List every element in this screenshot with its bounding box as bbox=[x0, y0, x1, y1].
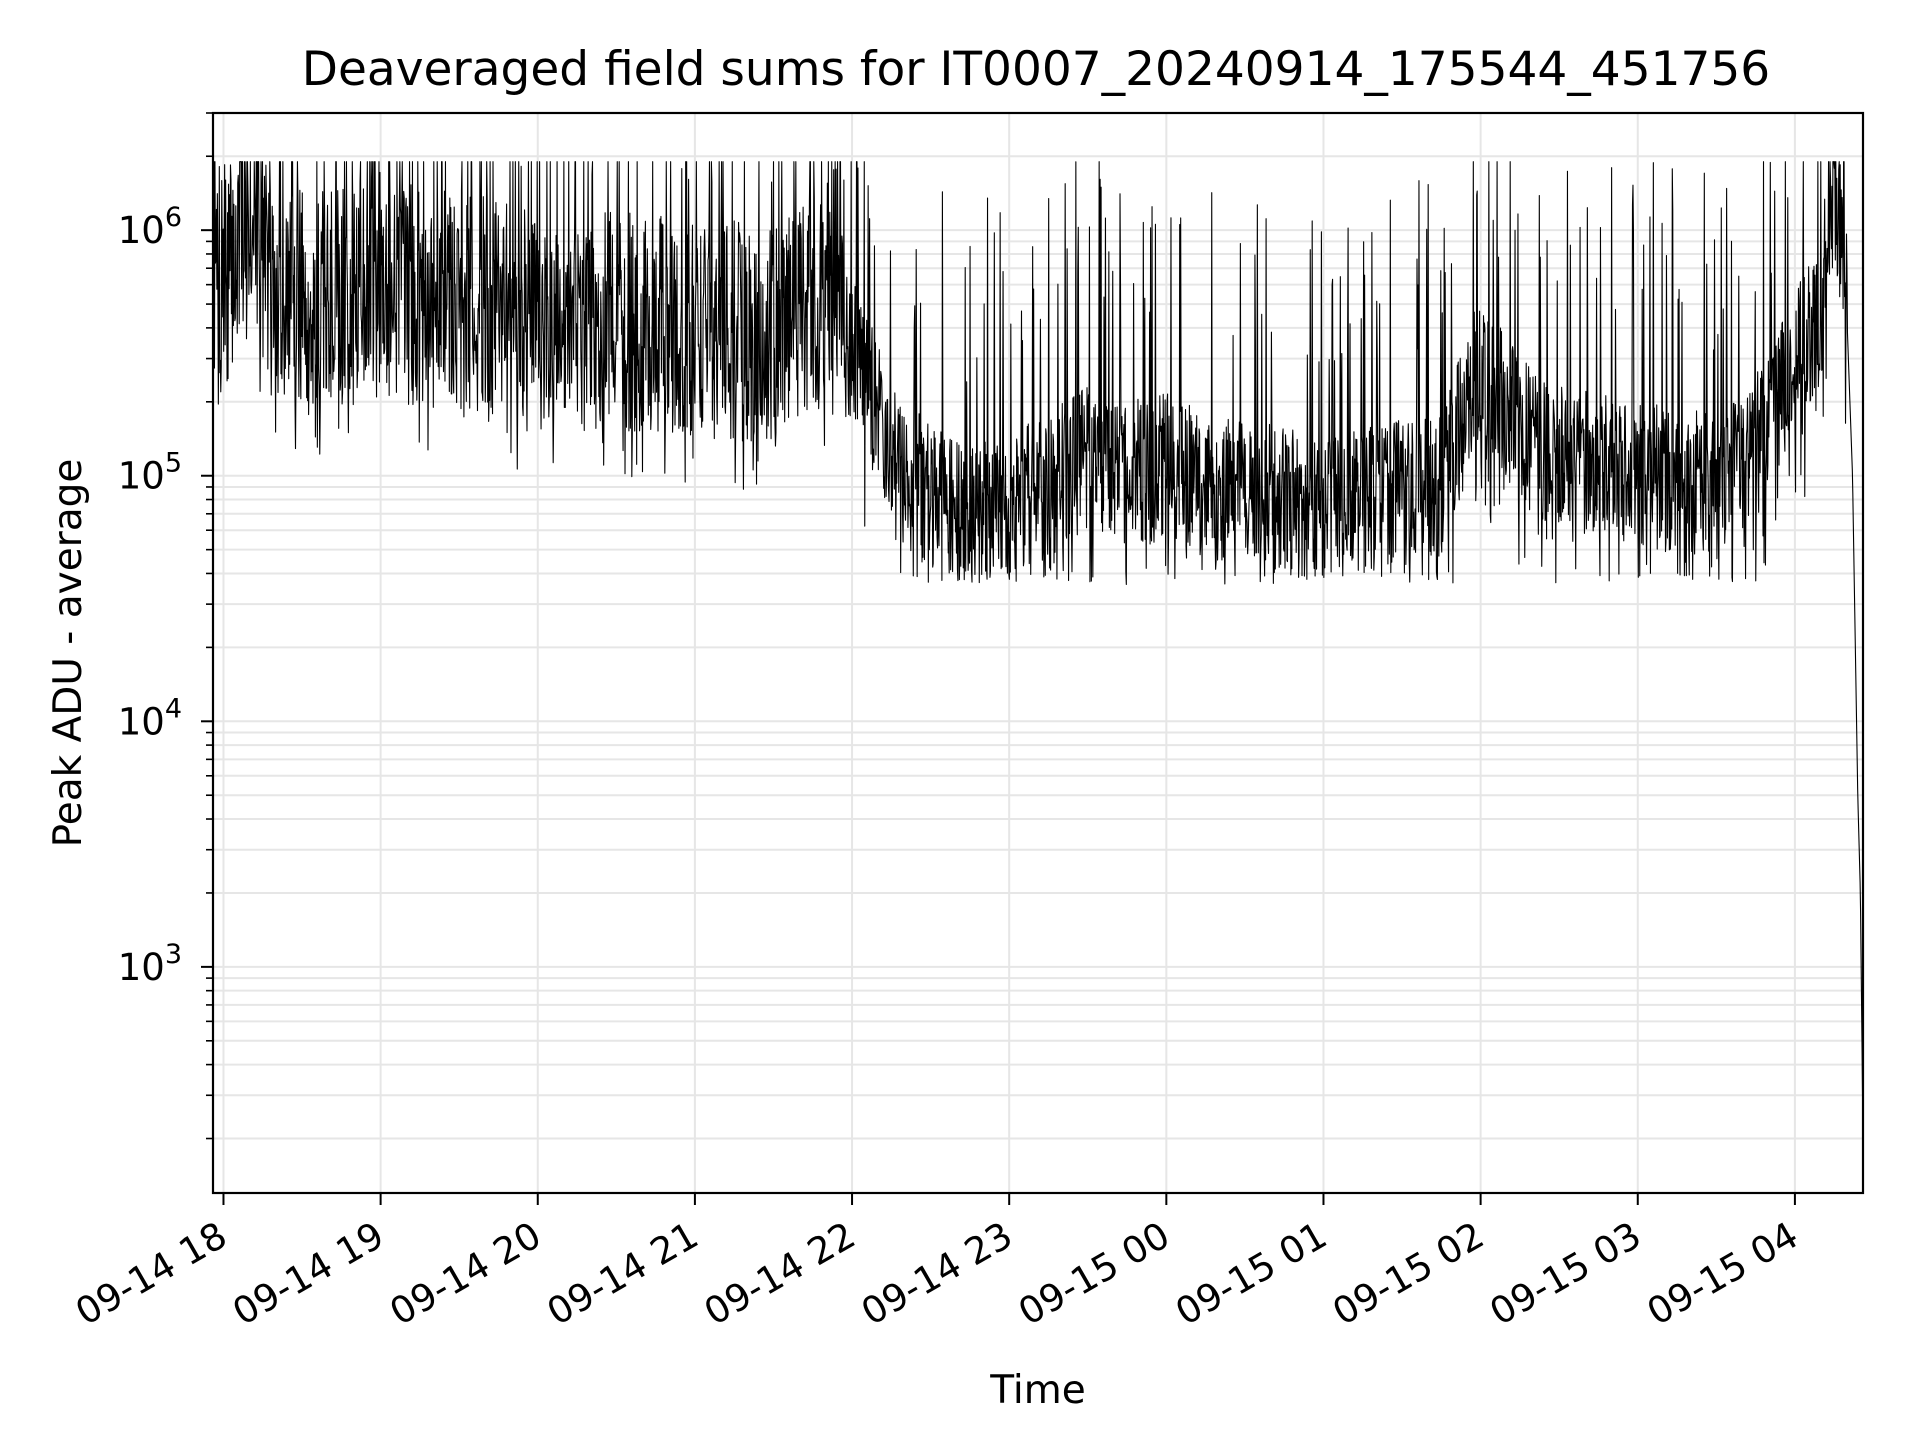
y-axis: 103 104 105 106 bbox=[118, 112, 213, 1140]
series-line-0 bbox=[212, 161, 1864, 1139]
y-axis-label: Peak ADU - average bbox=[46, 459, 91, 848]
x-axis-label: Time bbox=[989, 1368, 1085, 1413]
y-tick-label: 104 bbox=[118, 693, 182, 743]
plot-frame bbox=[211, 111, 1865, 1195]
y-tick-label: 103 bbox=[118, 939, 182, 989]
series-layer bbox=[212, 161, 1864, 1139]
chart-title: Deaveraged field sums for IT0007_2024091… bbox=[302, 42, 1770, 97]
y-tick-label: 106 bbox=[118, 202, 182, 252]
y-tick-label: 105 bbox=[118, 448, 182, 498]
